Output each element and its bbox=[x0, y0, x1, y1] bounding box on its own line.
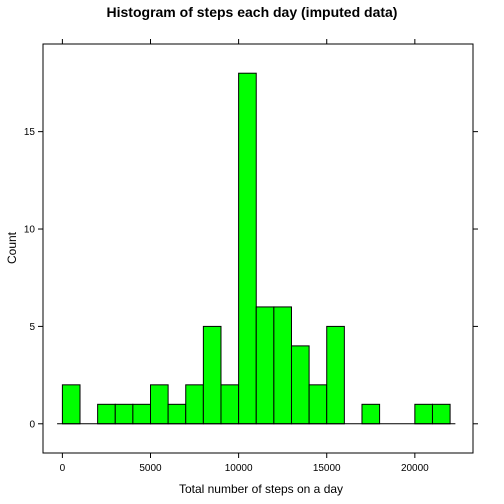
histogram-bar bbox=[255, 306, 275, 425]
plot-panel bbox=[42, 43, 474, 454]
bars-group bbox=[61, 72, 451, 425]
x-tick-label: 10000 bbox=[225, 463, 253, 474]
histogram-bar bbox=[290, 345, 310, 425]
y-tick-label: 15 bbox=[24, 127, 36, 138]
histogram-bar bbox=[361, 403, 381, 425]
histogram-bar bbox=[185, 384, 204, 425]
chart-title: Histogram of steps each day (imputed dat… bbox=[107, 4, 398, 20]
histogram-bar bbox=[167, 403, 187, 425]
histogram-bar bbox=[273, 306, 292, 425]
y-tick-label: 0 bbox=[29, 419, 35, 430]
x-axis-ticks: 0 5000 10000 15000 20000 bbox=[60, 39, 429, 474]
histogram-bar bbox=[97, 403, 116, 425]
x-tick-label: 5000 bbox=[139, 463, 162, 474]
histogram-bar bbox=[114, 403, 134, 425]
x-tick-label: 20000 bbox=[401, 463, 429, 474]
histogram-bar bbox=[150, 384, 169, 425]
x-tick-label: 15000 bbox=[313, 463, 341, 474]
histogram-bar bbox=[308, 384, 328, 425]
x-tick-label: 0 bbox=[60, 463, 66, 474]
y-tick-label: 10 bbox=[24, 225, 36, 236]
histogram-bar bbox=[202, 325, 222, 425]
y-tick-label: 5 bbox=[29, 322, 35, 333]
histogram-bar bbox=[61, 384, 81, 425]
histogram-bar bbox=[326, 325, 345, 425]
y-axis-ticks: 0 5 10 15 bbox=[24, 127, 478, 430]
histogram-bar bbox=[431, 403, 451, 425]
x-axis-label: Total number of steps on a day bbox=[179, 482, 343, 496]
y-axis-label: Count bbox=[5, 231, 19, 264]
histogram-bar bbox=[132, 403, 151, 425]
histogram-bar bbox=[238, 72, 257, 425]
histogram-bar bbox=[414, 403, 433, 425]
histogram-bar bbox=[220, 384, 240, 425]
